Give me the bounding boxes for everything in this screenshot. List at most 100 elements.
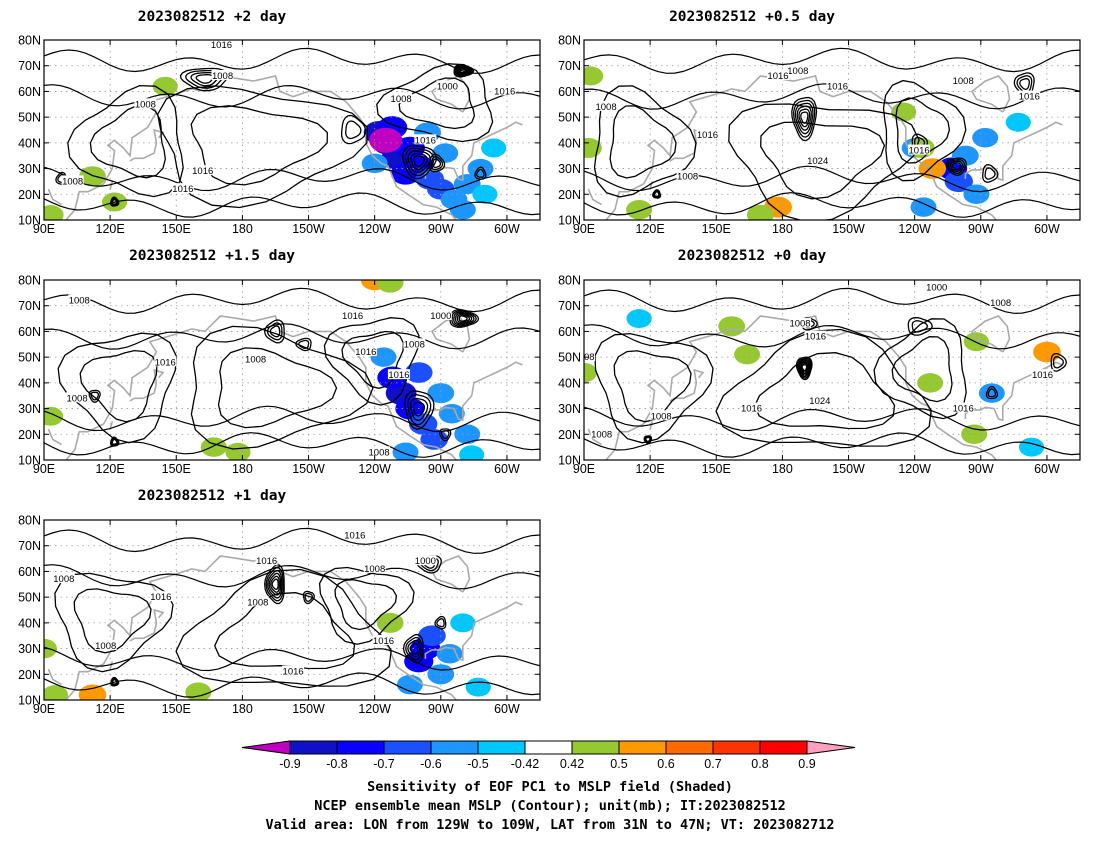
contour-label-bg	[390, 93, 413, 104]
mslp-contour	[44, 672, 540, 698]
mslp-contour	[987, 388, 997, 398]
contour-label-bg	[68, 294, 91, 305]
contour-label: 1008	[212, 71, 233, 82]
x-tick-label: 90E	[573, 222, 595, 236]
colorbar-label: -0.7	[373, 757, 395, 771]
contour-label: 1008	[66, 393, 87, 404]
mslp-contour	[645, 436, 651, 443]
mslp-contour	[715, 328, 932, 447]
contour-label-bg	[134, 98, 157, 109]
contour-label-bg	[436, 80, 459, 91]
shade-cell	[369, 127, 403, 153]
contour-label-bg	[952, 402, 975, 413]
colorbar-bin	[712, 740, 761, 755]
contour-label-bg	[925, 281, 948, 292]
mslp-contour	[412, 401, 426, 417]
plot-frame	[43, 279, 541, 461]
contour-label: 1016	[767, 71, 788, 82]
x-tick-label: 120E	[96, 702, 125, 716]
mslp-contour	[951, 162, 962, 171]
y-tick-label: 40N	[558, 376, 581, 390]
mslp-contour	[345, 120, 362, 140]
colorbar-bin	[618, 740, 667, 755]
y-tick-label: 10N	[18, 214, 41, 228]
x-tick-label: 60W	[494, 222, 520, 236]
contour-label-bg	[66, 392, 89, 403]
shade-cell	[79, 166, 106, 187]
y-tick-label: 30N	[18, 642, 41, 656]
y-tick-label: 40N	[558, 136, 581, 150]
x-tick-label: 150W	[832, 222, 865, 236]
contour-label-bg	[341, 310, 364, 320]
contour-label-bg	[804, 330, 827, 341]
mslp-contour	[44, 564, 540, 590]
plot-frame	[43, 39, 541, 221]
shade-cell	[734, 344, 761, 365]
contour-label-bg	[806, 154, 829, 165]
mslp-contour	[430, 155, 444, 171]
contour-label-bg	[244, 353, 267, 364]
mslp-contour	[451, 310, 477, 327]
x-tick-label: 120W	[898, 462, 931, 476]
shade-cell	[418, 625, 446, 647]
y-tick-label: 20N	[558, 188, 581, 202]
x-tick-label: 150W	[292, 222, 325, 236]
contour-label-bg	[989, 297, 1012, 308]
mslp-contour	[402, 634, 424, 664]
mslp-contour	[44, 323, 540, 350]
mslp-contour	[407, 394, 432, 426]
mslp-contour	[195, 74, 214, 84]
contour-label-bg	[61, 175, 84, 186]
y-tick-label: 20N	[18, 428, 41, 442]
colorbar-label: -0.8	[326, 757, 348, 771]
y-tick-label: 50N	[558, 111, 581, 125]
shade-cell	[465, 677, 491, 697]
colorbar-arrow-low	[241, 740, 291, 755]
mslp-contour	[1050, 352, 1067, 372]
x-tick-label: 90E	[33, 702, 55, 716]
colorbar-label: 0.42	[560, 757, 584, 771]
shade-cell	[910, 197, 937, 217]
y-tick-label: 80N	[18, 274, 41, 288]
mslp-contour	[436, 618, 445, 628]
contour-label: 1008	[391, 94, 412, 105]
mslp-contour	[795, 356, 813, 381]
colorbar-bin	[477, 740, 526, 755]
mslp-contour	[190, 325, 374, 450]
y-tick-label: 20N	[558, 428, 581, 442]
colorbar-label: 0.7	[704, 757, 721, 771]
shade-cell	[1005, 112, 1031, 132]
mslp-contour	[792, 99, 816, 138]
plot-frame	[583, 279, 1081, 461]
y-tick-label: 60N	[18, 85, 41, 99]
x-tick-label: 180	[232, 462, 253, 476]
y-tick-label: 50N	[558, 351, 581, 365]
contour-label: 1016	[172, 184, 193, 195]
colorbar-label: -0.9	[279, 757, 301, 771]
contour-label: 1024	[809, 396, 830, 407]
contour-label: 1016	[155, 357, 176, 368]
footer: Sensitivity of EOF PC1 to MSLP field (Sh…	[266, 779, 835, 833]
coastline	[587, 428, 603, 446]
mslp-contour	[882, 79, 967, 182]
mslp-contour	[945, 157, 967, 176]
shade-cell	[78, 684, 107, 700]
mslp-contour	[800, 111, 809, 124]
y-tick-label: 50N	[18, 351, 41, 365]
colorbar-arrow-high	[806, 740, 856, 755]
x-tick-label: 120E	[636, 462, 665, 476]
contour-label-bg	[766, 70, 789, 80]
y-tick-label: 50N	[18, 591, 41, 605]
mslp-contour	[404, 390, 435, 430]
mslp-contour	[217, 347, 338, 429]
contour-label-bg	[493, 85, 516, 96]
coastline	[430, 315, 471, 353]
mslp-contour	[57, 332, 177, 444]
mslp-contour	[90, 391, 99, 401]
contour-label-bg	[171, 183, 194, 194]
mslp-contour	[318, 566, 415, 645]
y-tick-label: 10N	[18, 694, 41, 708]
contour-label-bg	[52, 573, 75, 584]
contour-label: 1016	[415, 135, 436, 146]
